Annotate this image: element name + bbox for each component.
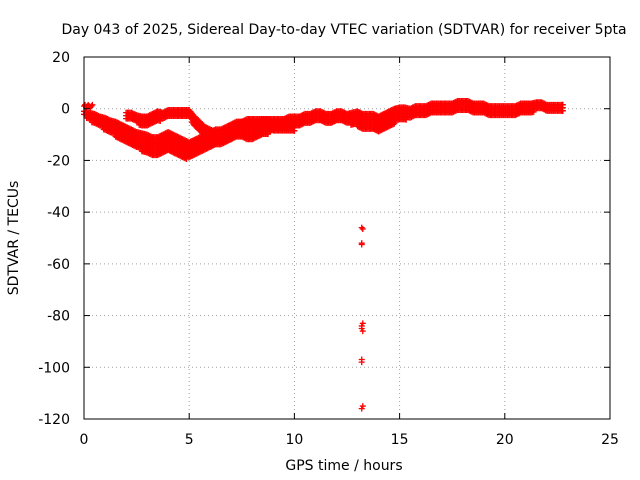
data-point [358, 241, 365, 248]
y-tick-label: 0 [61, 102, 70, 118]
data-points-layer [81, 97, 566, 412]
data-point [88, 103, 95, 110]
data-point [559, 107, 566, 114]
data-point [358, 405, 365, 412]
y-tick-label: -20 [47, 153, 70, 169]
chart-title: Day 043 of 2025, Sidereal Day-to-day VTE… [61, 22, 626, 38]
data-point [391, 120, 398, 127]
x-tick-label: 25 [601, 432, 619, 448]
y-tick-label: -60 [47, 257, 70, 273]
x-tick-label: 5 [185, 432, 194, 448]
data-point [291, 127, 298, 134]
data-point [530, 108, 537, 115]
data-point [358, 224, 365, 231]
data-point [89, 101, 96, 108]
x-axis-label: GPS time / hours [285, 458, 402, 474]
x-tick-label: 10 [285, 432, 303, 448]
x-tick-label: 15 [391, 432, 409, 448]
x-tick-label: 20 [496, 432, 514, 448]
data-point [358, 359, 365, 366]
y-axis-label: SDTVAR / TECUs [6, 181, 22, 296]
ticks-layer [83, 56, 611, 420]
y-tick-label: 20 [52, 50, 70, 66]
data-point [359, 328, 366, 335]
y-tick-label: -100 [38, 360, 70, 376]
data-point [359, 225, 366, 232]
x-tick-label: 0 [80, 432, 89, 448]
plot-frame [83, 56, 611, 420]
y-tick-label: -120 [38, 412, 70, 428]
y-tick-label: -80 [47, 309, 70, 325]
tick-labels-layer: 0 5 10 15 20 25 20 0 -20 -40 -60 -80 -100 -120 [38, 50, 619, 448]
y-tick-label: -40 [47, 205, 70, 221]
